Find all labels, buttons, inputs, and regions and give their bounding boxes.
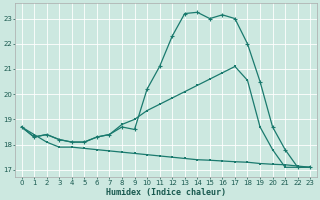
X-axis label: Humidex (Indice chaleur): Humidex (Indice chaleur) (106, 188, 226, 197)
